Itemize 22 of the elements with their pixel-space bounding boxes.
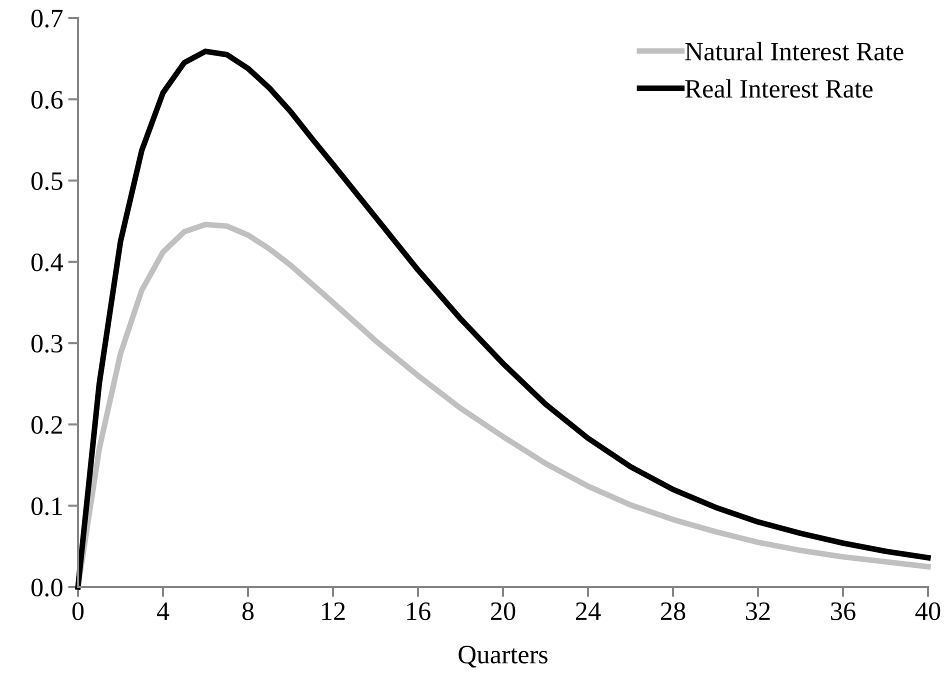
- y-tick-label: 0.6: [31, 90, 63, 109]
- legend-label: Real Interest Rate: [685, 79, 873, 98]
- y-tick-label: 0.3: [31, 334, 62, 353]
- y-tick-label: 0.1: [31, 497, 62, 516]
- x-tick-label: 16: [407, 602, 430, 620]
- legend-label: Natural Interest Rate: [685, 42, 904, 60]
- y-tick-label: 0.7: [31, 10, 63, 28]
- x-tick-label: 0: [72, 602, 84, 620]
- y-tick-label: 0.4: [31, 253, 64, 272]
- x-tick-label: 36: [831, 602, 856, 620]
- x-tick-label: 24: [576, 602, 601, 620]
- x-axis-title: Quarters: [458, 646, 548, 668]
- x-tick-label: 32: [746, 602, 770, 620]
- x-tick-label: 20: [490, 602, 516, 620]
- x-tick-label: 28: [660, 602, 686, 620]
- y-tick-label: 0.2: [31, 416, 62, 434]
- x-tick-label: 4: [156, 602, 170, 620]
- y-tick-label: 0.5: [31, 172, 62, 190]
- y-tick-label: 0.0: [31, 578, 62, 597]
- x-tick-label: 12: [322, 602, 345, 620]
- x-tick-label: 40: [915, 602, 940, 620]
- x-tick-label: 8: [242, 602, 254, 620]
